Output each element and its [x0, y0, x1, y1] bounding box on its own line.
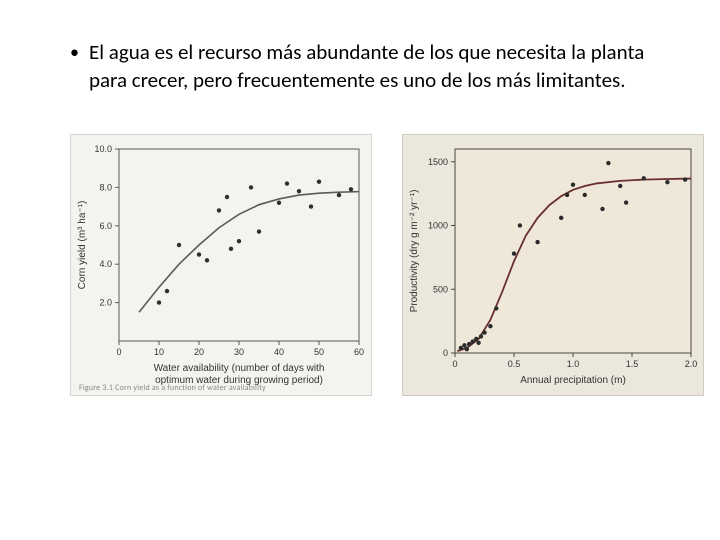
- svg-text:Water availability (number of: Water availability (number of days with: [154, 363, 325, 374]
- svg-text:0: 0: [116, 347, 121, 357]
- left-chart-caption: Figure 3.1 Corn yield as a function of w…: [79, 383, 266, 393]
- svg-text:1000: 1000: [428, 221, 448, 231]
- svg-text:1.0: 1.0: [567, 359, 580, 369]
- left-chart-svg: 0 10 20 30 40 50 60 2.0 4.0 6.0 8.0 10.0 Water avail…: [71, 135, 371, 395]
- svg-text:30: 30: [234, 347, 244, 357]
- svg-text:40: 40: [274, 347, 284, 357]
- svg-text:6.0: 6.0: [99, 221, 112, 231]
- svg-text:2.0: 2.0: [685, 359, 698, 369]
- svg-text:8.0: 8.0: [99, 182, 112, 192]
- svg-text:10: 10: [154, 347, 164, 357]
- bullet-marker: •: [70, 38, 79, 66]
- svg-text:2.0: 2.0: [99, 298, 112, 308]
- bullet-text: El agua es el recurso más abundante de l…: [89, 38, 670, 94]
- svg-text:60: 60: [354, 347, 364, 357]
- svg-text:Annual precipitation (m): Annual precipitation (m): [520, 375, 626, 386]
- svg-text:1500: 1500: [428, 157, 448, 167]
- right-chart-panel: 0 0.5 1.0 1.5 2.0 0 500 1000 1500 Annual precipit…: [402, 134, 704, 396]
- svg-text:20: 20: [194, 347, 204, 357]
- svg-text:1.5: 1.5: [626, 359, 639, 369]
- bullet-item: • El agua es el recurso más abundante de…: [70, 38, 670, 94]
- svg-text:0.5: 0.5: [508, 359, 521, 369]
- svg-text:10.0: 10.0: [94, 144, 112, 154]
- svg-text:50: 50: [314, 347, 324, 357]
- svg-text:0: 0: [443, 348, 448, 358]
- svg-text:Productivity (dry g m⁻² yr⁻¹): Productivity (dry g m⁻² yr⁻¹): [409, 190, 420, 313]
- svg-text:500: 500: [433, 284, 448, 294]
- charts-row: 0 10 20 30 40 50 60 2.0 4.0 6.0 8.0 10.0 Water avail…: [70, 134, 670, 396]
- left-chart-panel: 0 10 20 30 40 50 60 2.0 4.0 6.0 8.0 10.0 Water avail…: [70, 134, 372, 396]
- svg-text:4.0: 4.0: [99, 259, 112, 269]
- right-chart-svg: 0 0.5 1.0 1.5 2.0 0 500 1000 1500 Annual precipit…: [403, 135, 703, 395]
- slide: • El agua es el recurso más abundante de…: [0, 0, 720, 540]
- svg-text:0: 0: [452, 359, 457, 369]
- svg-text:Corn yield (m³ ha⁻¹): Corn yield (m³ ha⁻¹): [77, 201, 88, 290]
